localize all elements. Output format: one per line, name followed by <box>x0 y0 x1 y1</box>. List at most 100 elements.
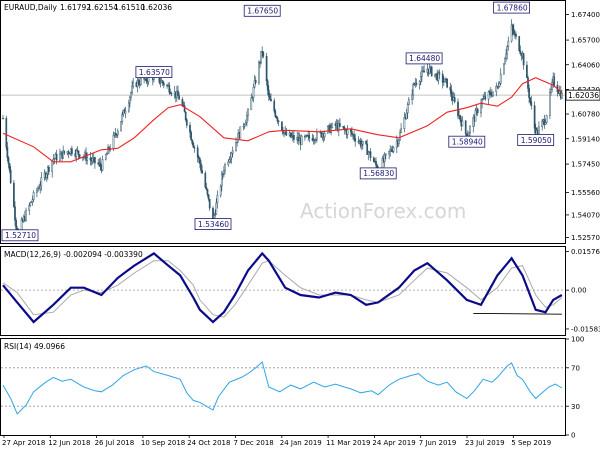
price-candle <box>511 23 514 36</box>
svg-text:1.53460: 1.53460 <box>198 220 229 229</box>
price-y-tick-label: 1.60780 <box>571 111 600 119</box>
price-candle <box>130 91 132 101</box>
price-candle <box>214 209 217 218</box>
price-candle <box>114 127 117 138</box>
price-candle <box>230 151 233 164</box>
price-candle <box>39 181 42 194</box>
price-candle <box>199 157 201 169</box>
price-candle <box>7 155 10 169</box>
price-panel-title: EURAUD,Daily <box>4 3 57 12</box>
price-candle <box>398 139 400 147</box>
price-candle <box>499 68 502 85</box>
price-candle <box>529 97 532 105</box>
price-candle <box>14 201 16 227</box>
price-candle <box>515 31 517 40</box>
svg-text:1.64480: 1.64480 <box>409 54 440 63</box>
price-candle <box>223 166 225 178</box>
price-candle <box>9 166 12 184</box>
price-candle <box>2 114 4 120</box>
price-candle <box>561 89 563 99</box>
rsi-y-tick-label: 0 <box>571 432 575 440</box>
price-y-tick-label: 1.52570 <box>571 234 600 242</box>
price-candle <box>189 122 191 138</box>
price-candle <box>383 152 386 168</box>
price-candle <box>215 198 218 215</box>
price-candle <box>518 35 521 52</box>
price-candle <box>258 60 260 85</box>
price-candle <box>252 83 255 103</box>
price-candle <box>406 101 409 119</box>
price-candle <box>507 36 510 51</box>
price-candle <box>127 99 130 113</box>
price-candle <box>253 75 256 89</box>
price-candle <box>407 97 410 106</box>
price-candle <box>346 125 349 139</box>
price-candle <box>28 203 31 215</box>
price-candle <box>411 89 413 105</box>
price-candle <box>444 78 446 83</box>
svg-text:1.56830: 1.56830 <box>363 169 394 178</box>
price-candle <box>197 155 200 163</box>
price-candle <box>132 77 135 89</box>
price-candle <box>538 121 540 134</box>
price-annotation: 1.52710 <box>1 229 39 242</box>
price-candle <box>446 78 448 89</box>
price-candle <box>276 116 279 124</box>
price-candle <box>530 95 533 110</box>
price-candle <box>400 123 402 133</box>
price-candle <box>550 85 552 96</box>
price-candle <box>177 85 179 97</box>
rsi-y-axis: 100 70 30 0 <box>565 336 584 440</box>
price-candle <box>497 81 500 90</box>
price-candle <box>430 65 433 77</box>
macd-trendline <box>473 312 562 315</box>
price-candle <box>449 82 452 95</box>
price-candle <box>474 107 477 122</box>
price-candle <box>349 129 352 137</box>
price-annotation: 1.64480 <box>405 52 443 65</box>
svg-text:1.67860: 1.67860 <box>497 3 528 12</box>
price-candle <box>59 148 61 162</box>
price-ohlc-low: 1.61510 <box>114 3 145 12</box>
price-candle <box>469 125 471 138</box>
price-candle <box>231 146 234 158</box>
watermark: ActionForex.com <box>300 199 466 223</box>
price-candle <box>528 84 530 104</box>
price-candle <box>106 151 108 156</box>
price-candle <box>201 165 203 174</box>
price-candle <box>193 145 196 153</box>
price-candle <box>224 162 226 175</box>
price-candle <box>326 125 329 134</box>
price-candle <box>124 106 127 119</box>
price-candle <box>274 108 277 118</box>
x-tick-label: 5 Sep 2019 <box>511 439 551 447</box>
price-candle <box>267 85 270 101</box>
price-candle <box>205 183 208 191</box>
macd-y-axis: 0.015762 0.00 -0.015834 <box>565 248 600 334</box>
price-candle <box>36 187 38 198</box>
price-candle <box>104 153 107 161</box>
x-tick-label: 11 Mar 2019 <box>326 439 370 447</box>
price-candle <box>236 141 238 147</box>
price-candle <box>254 76 257 85</box>
price-annotation: 1.67650 <box>243 4 281 17</box>
price-candle <box>438 69 441 80</box>
price-candle <box>251 95 254 101</box>
price-candle <box>273 98 276 114</box>
price-candle <box>512 23 515 36</box>
svg-text:1.52710: 1.52710 <box>5 231 36 240</box>
price-candle <box>353 130 355 142</box>
svg-text:1.59050: 1.59050 <box>521 136 552 145</box>
price-candle <box>492 91 494 97</box>
price-candle <box>375 157 377 169</box>
price-candle <box>360 138 363 151</box>
price-candle <box>308 132 311 143</box>
price-candle <box>221 171 224 180</box>
price-candle <box>442 76 445 87</box>
macd-panel-title: MACD(12,26,9) -0.002094 -0.003390 <box>4 250 143 259</box>
price-ohlc-open: 1.61792 <box>60 3 91 12</box>
price-y-tick-label: 1.65700 <box>571 37 600 45</box>
price-candle <box>200 160 202 173</box>
price-candle <box>91 153 94 165</box>
